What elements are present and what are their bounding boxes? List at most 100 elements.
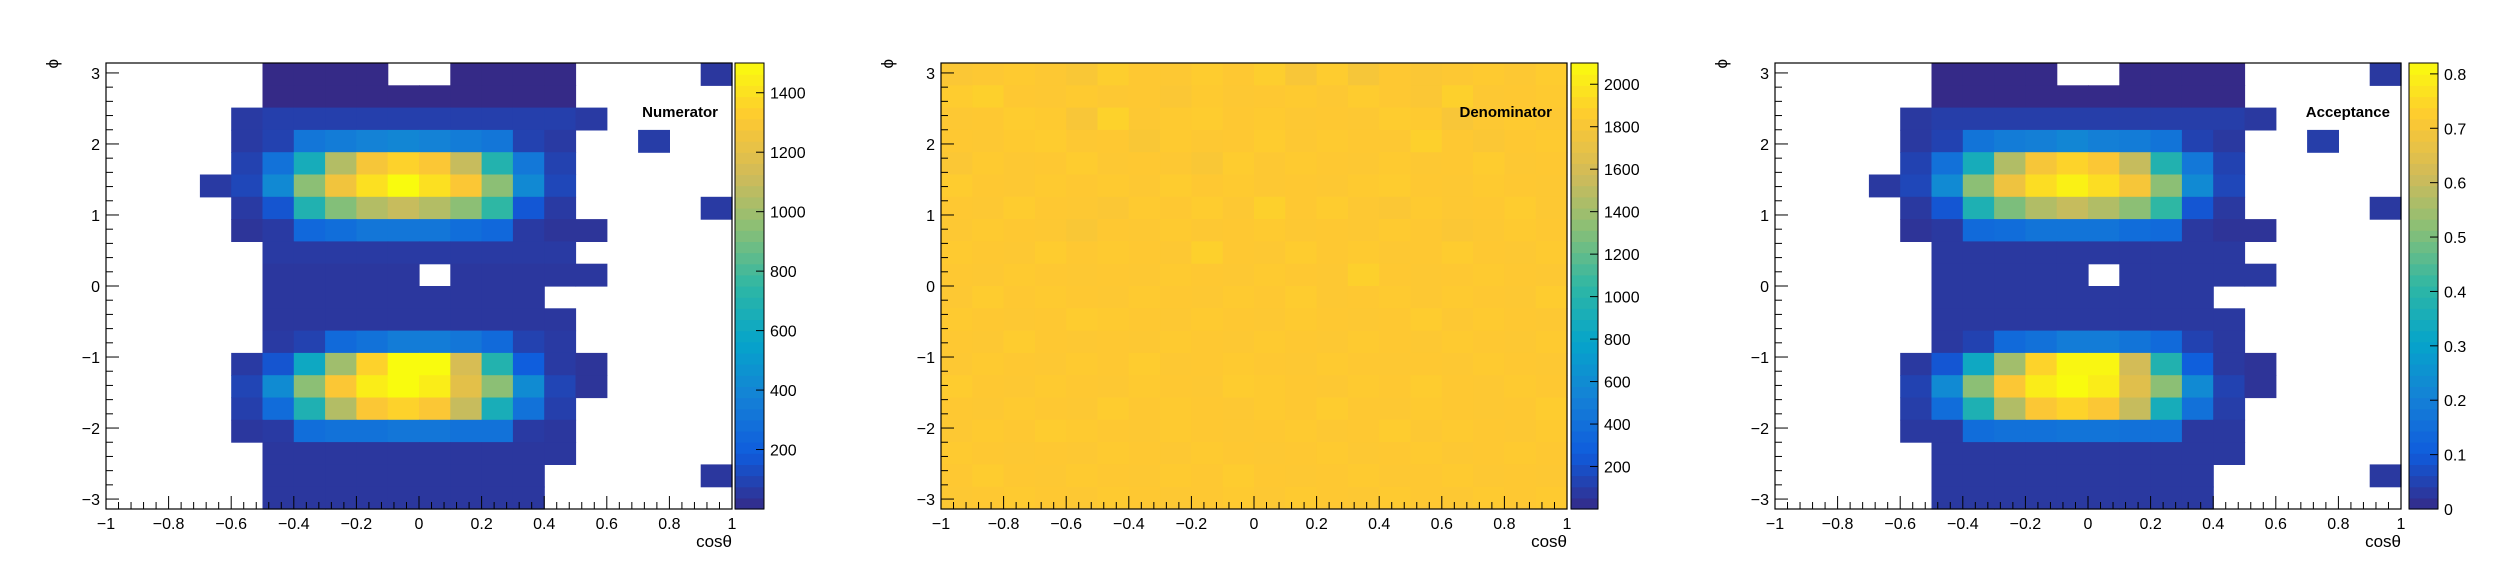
denominator-cell-r19-c14	[1379, 486, 1412, 510]
acceptance-palette-tick-label: 0.4	[2444, 284, 2466, 301]
denominator-y-tick-label: −1	[917, 350, 935, 367]
numerator-cell-r3-c14	[544, 129, 577, 153]
denominator-palette-band	[1571, 408, 1598, 421]
denominator-cell-r19-c3	[1034, 486, 1067, 510]
numerator-cell-r5-c7	[325, 174, 357, 198]
acceptance-y-tick-label: −3	[1751, 492, 1769, 509]
denominator-cell-r14-c13	[1347, 375, 1380, 399]
denominator-cell-r8-c12	[1316, 241, 1349, 265]
numerator-cell-r1-c8	[356, 85, 389, 109]
acceptance-cell-r14-c11	[2119, 375, 2152, 399]
numerator-cell-r2-c15	[575, 107, 608, 131]
numerator-cell-r7-c10	[419, 219, 451, 242]
numerator-palette-band	[735, 408, 764, 421]
denominator-cell-r1-c3	[1034, 85, 1067, 109]
numerator-cell-r14-c5	[262, 375, 295, 399]
numerator-palette-band	[735, 174, 764, 187]
denominator-cell-r6-c17	[1473, 196, 1505, 220]
denominator-cell-r16-c2	[1003, 419, 1036, 443]
acceptance-cell-r13-c8	[2025, 352, 2058, 376]
acceptance-cell-r3-c7	[1994, 129, 2026, 153]
denominator-cell-r15-c18	[1504, 397, 1537, 421]
denominator-palette-band	[1571, 375, 1598, 387]
denominator-cell-r16-c11	[1285, 419, 1318, 443]
denominator-cell-r17-c5	[1097, 442, 1130, 465]
numerator-palette-band	[735, 497, 764, 510]
denominator-cell-r8-c9	[1222, 241, 1255, 265]
denominator-cell-r9-c0	[941, 263, 973, 287]
acceptance-cell-r19-c5	[1931, 486, 1964, 510]
numerator-y-tick-label: 3	[91, 66, 100, 83]
numerator-cell-r16-c9	[387, 419, 420, 443]
denominator-cell-r5-c5	[1097, 174, 1130, 198]
denominator-cell-r13-c1	[972, 352, 1005, 376]
acceptance-cell-r2-c7	[1994, 107, 2026, 131]
numerator-cell-r4-c4	[231, 152, 264, 176]
denominator-cell-r5-c11	[1285, 174, 1318, 198]
numerator-palette-band	[735, 118, 764, 131]
numerator-cell-r13-c10	[419, 352, 451, 376]
acceptance-x-tick-label: −0.4	[1947, 516, 1979, 533]
denominator-cell-r18-c6	[1128, 464, 1161, 488]
acceptance-cell-r8-c14	[2213, 241, 2246, 265]
acceptance-cell-r18-c8	[2025, 464, 2058, 488]
acceptance-cell-r9-c12	[2150, 263, 2183, 287]
numerator-cell-r1-c9	[387, 85, 420, 109]
denominator-palette-band	[1571, 230, 1598, 242]
acceptance-cell-r10-c11	[2119, 286, 2152, 309]
numerator-palette-tick-label: 1200	[770, 145, 806, 162]
denominator-cell-r14-c1	[972, 375, 1005, 399]
denominator-cell-r7-c7	[1160, 219, 1192, 242]
numerator-cell-r4-c14	[544, 152, 577, 176]
denominator-cell-r17-c15	[1410, 442, 1443, 465]
acceptance-cell-r15-c8	[2025, 397, 2058, 421]
acceptance-cell-r9-c14	[2213, 263, 2246, 287]
denominator-cell-r18-c18	[1504, 464, 1537, 488]
numerator-palette-band	[735, 442, 764, 454]
denominator-cell-r16-c6	[1128, 419, 1161, 443]
denominator-cell-r6-c5	[1097, 196, 1130, 220]
numerator-cell-r2-c8	[356, 107, 389, 131]
numerator-cell-r6-c9	[387, 196, 420, 220]
acceptance-cell-r15-c9	[2056, 397, 2089, 421]
denominator-cell-r11-c9	[1222, 308, 1255, 332]
denominator-cell-r13-c0	[941, 352, 973, 376]
acceptance-cell-r7-c8	[2025, 219, 2058, 242]
numerator-x-tick-label: 0.2	[470, 516, 492, 533]
denominator-cell-r18-c12	[1316, 464, 1349, 488]
denominator-cell-r9-c7	[1160, 263, 1192, 287]
numerator-cell-r15-c9	[387, 397, 420, 421]
denominator-cell-r13-c19	[1535, 352, 1568, 376]
acceptance-cell-r7-c13	[2181, 219, 2214, 242]
denominator-palette-band	[1571, 152, 1598, 164]
acceptance-cell-r6-c13	[2181, 196, 2214, 220]
numerator-cell-r5-c6	[293, 174, 326, 198]
denominator-palette-band	[1571, 464, 1598, 477]
denominator-cell-r19-c0	[941, 486, 973, 510]
denominator-palette-band	[1571, 319, 1598, 332]
denominator-cell-r2-c6	[1128, 107, 1161, 131]
denominator-palette-band	[1571, 497, 1598, 510]
denominator-cell-r11-c16	[1441, 308, 1474, 332]
denominator-cell-r12-c14	[1379, 330, 1412, 354]
denominator-cell-r11-c13	[1347, 308, 1380, 332]
acceptance-cell-r18-c9	[2056, 464, 2089, 488]
denominator-cell-r4-c13	[1347, 152, 1380, 176]
numerator-cell-r17-c9	[387, 442, 420, 465]
numerator-cell-r12-c13	[512, 330, 545, 354]
numerator-y-tick-label: −1	[82, 350, 100, 367]
acceptance-palette-frame	[2408, 62, 2439, 510]
denominator-cell-r0-c0	[941, 63, 973, 86]
acceptance-cell-r5-c11	[2119, 174, 2152, 198]
denominator-cell-r7-c11	[1285, 219, 1318, 242]
acceptance-cell-r13-c6	[1962, 352, 1995, 376]
acceptance-palette-ticks: 0 0.1 0.2 0.3 0.4 0.5 0.6 0.7 0.8	[2430, 67, 2466, 519]
denominator-y-ticks: −3 −2 −1 0 1 2 3	[917, 66, 954, 509]
numerator-cell-r1-c6	[293, 85, 326, 109]
acceptance-cell-r14-c5	[1931, 375, 1964, 399]
acceptance-palette-band	[2409, 486, 2438, 499]
denominator-cell-r7-c5	[1097, 219, 1130, 242]
acceptance-cell-r5-c9	[2056, 174, 2089, 198]
acceptance-y-tick-label: 0	[1760, 279, 1769, 296]
denominator-cell-r2-c9	[1222, 107, 1255, 131]
